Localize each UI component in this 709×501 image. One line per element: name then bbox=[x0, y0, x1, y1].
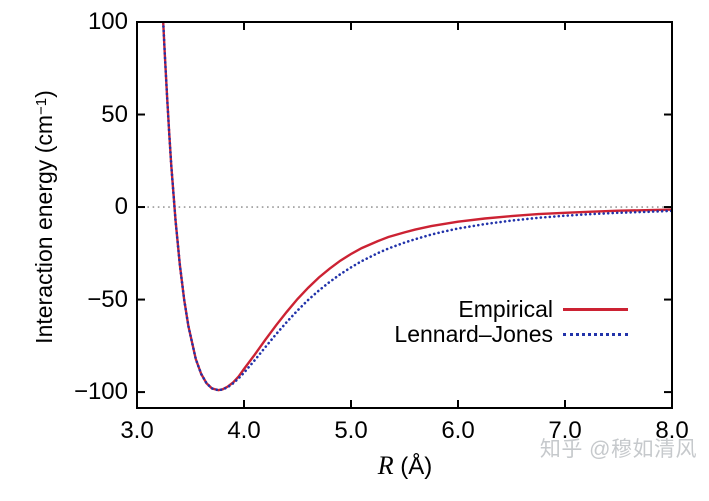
x-tick-label: 5.0 bbox=[334, 417, 368, 444]
x-tick-label: 8.0 bbox=[655, 417, 689, 444]
legend-line-sample-empirical bbox=[563, 308, 628, 311]
y-tick-label: 0 bbox=[114, 193, 128, 221]
legend-item-lennard-jones: Lennard–Jones bbox=[394, 322, 628, 347]
x-axis-unit: (Å) bbox=[393, 453, 433, 480]
x-axis-title: R (Å) bbox=[300, 451, 510, 482]
legend-line-sample-lennard-jones bbox=[563, 333, 628, 336]
x-tick-label: 4.0 bbox=[227, 417, 261, 444]
legend-label-empirical: Empirical bbox=[458, 296, 553, 322]
y-axis-title-suffix: ) bbox=[31, 90, 57, 98]
plot-frame bbox=[136, 21, 673, 409]
y-tick-label: 100 bbox=[87, 8, 128, 35]
x-axis-variable: R bbox=[377, 451, 394, 480]
legend-label-lennard-jones: Lennard–Jones bbox=[394, 321, 553, 347]
y-tick-label: −100 bbox=[73, 378, 128, 406]
y-tick-label: −50 bbox=[87, 285, 128, 313]
x-tick-label: 7.0 bbox=[548, 417, 582, 444]
curve-lennard-jones bbox=[161, 22, 672, 392]
y-tick-label: 50 bbox=[101, 100, 128, 128]
legend: Empirical Lennard–Jones bbox=[394, 297, 628, 347]
x-tick-label: 3.0 bbox=[120, 417, 154, 444]
legend-item-empirical: Empirical bbox=[394, 297, 628, 322]
watermark: 知乎 @穆如清风 bbox=[539, 438, 697, 461]
x-tick-label: 6.0 bbox=[441, 417, 475, 444]
